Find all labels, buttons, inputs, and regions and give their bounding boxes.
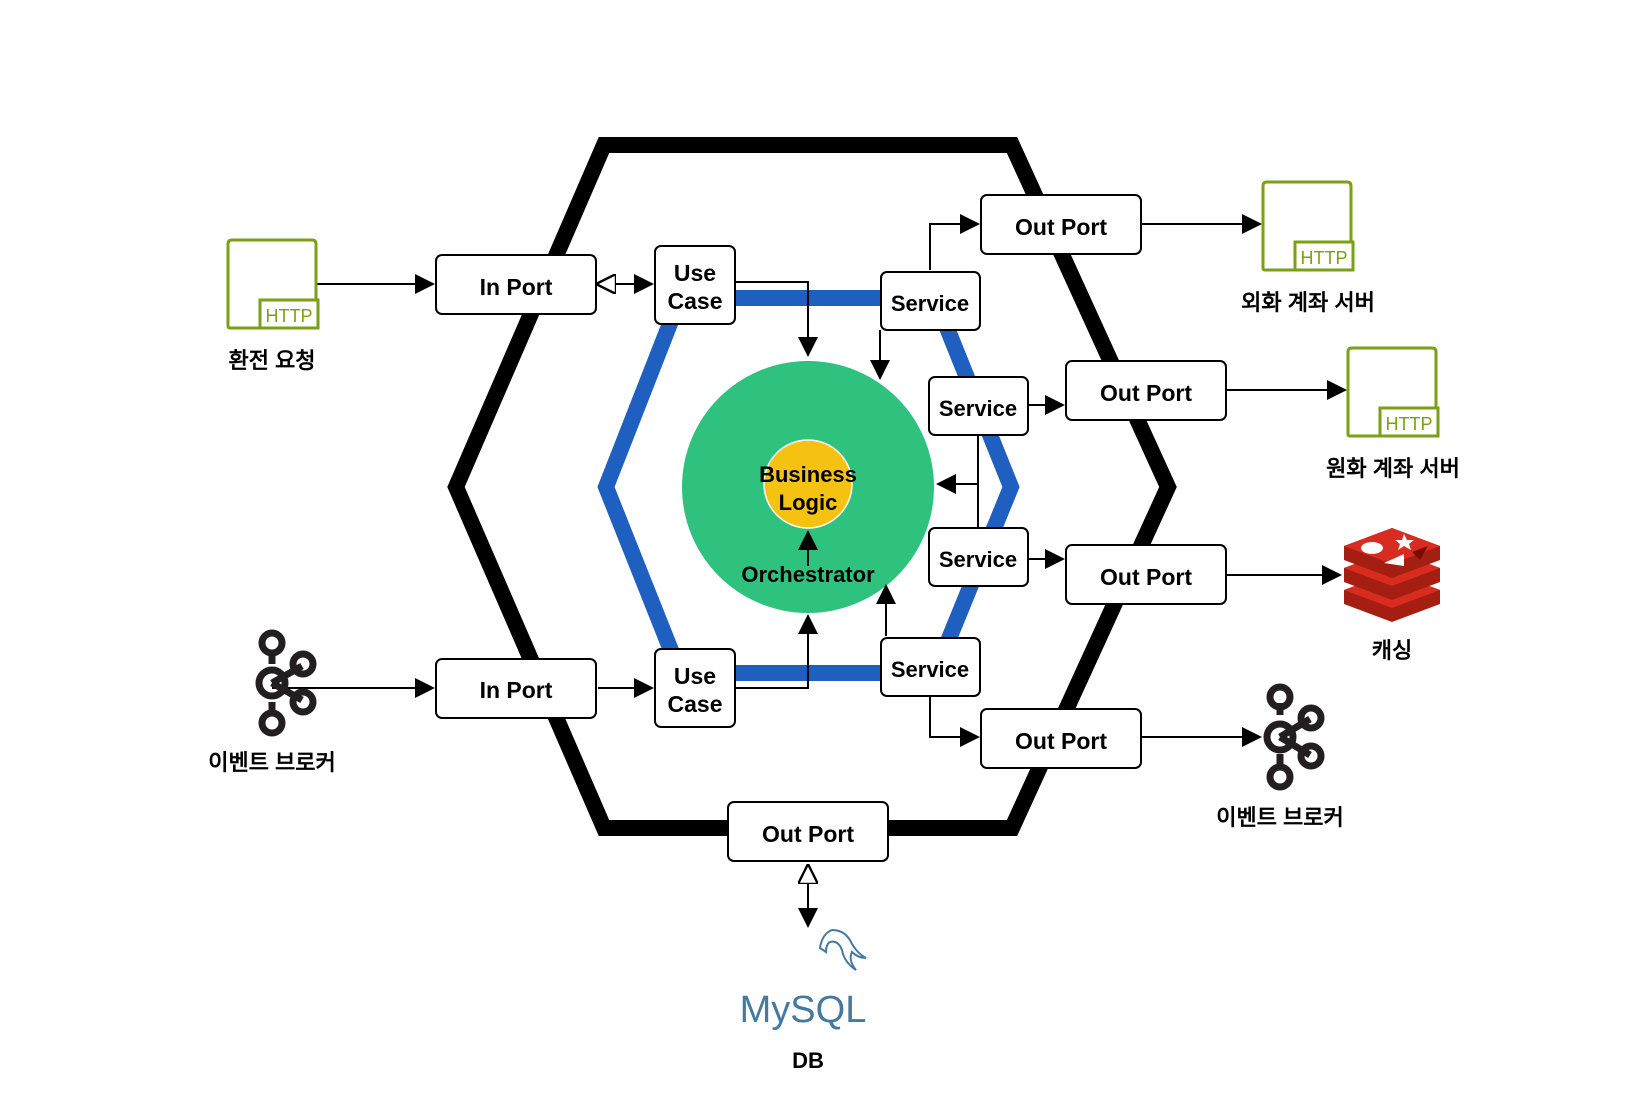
kafka-icon xyxy=(1263,683,1325,791)
outer-hexagon xyxy=(447,137,1177,836)
out-port-db-label: Out Port xyxy=(762,821,854,847)
redis-icon xyxy=(1344,528,1440,622)
orchestrator-label: Orchestrator xyxy=(741,562,875,587)
out-port-3: Out Port xyxy=(1065,544,1227,605)
service-1-label: Service xyxy=(891,291,969,316)
kafka-icon xyxy=(255,629,317,737)
use-case-2-label-2: Case xyxy=(668,691,723,717)
use-case-1-label-2: Case xyxy=(668,288,723,314)
http-icon: HTTP xyxy=(1261,180,1355,272)
business-logic-circle xyxy=(763,439,853,529)
out-port-4-label: Out Port xyxy=(1015,728,1107,754)
caching-label: 캐싱 xyxy=(1372,638,1412,663)
foreign-account-server-label: 외화 계좌 서버 xyxy=(1241,290,1375,315)
in-port-1: In Port xyxy=(435,254,597,315)
event-broker-in-label: 이벤트 브로커 xyxy=(208,750,336,775)
use-case-1-label-1: Use xyxy=(674,260,716,286)
service-3-label: Service xyxy=(939,547,1017,572)
db-label: DB xyxy=(792,1048,824,1073)
in-port-1-label: In Port xyxy=(480,274,553,300)
use-case-2: Use Case xyxy=(654,648,736,728)
use-case-1: Use Case xyxy=(654,245,736,325)
service-3: Service xyxy=(928,527,1029,587)
use-case-2-label-1: Use xyxy=(674,663,716,689)
in-port-2-label: In Port xyxy=(480,677,553,703)
out-port-2: Out Port xyxy=(1065,360,1227,421)
http-icon-label: HTTP xyxy=(266,306,313,326)
mysql-icon-label: MySQL xyxy=(740,989,867,1031)
service-4: Service xyxy=(880,637,981,697)
out-port-3-label: Out Port xyxy=(1100,564,1192,590)
out-port-1-label: Out Port xyxy=(1015,214,1107,240)
out-port-1: Out Port xyxy=(980,194,1142,255)
service-2: Service xyxy=(928,376,1029,436)
http-icon-label: HTTP xyxy=(1301,248,1348,268)
http-icon-label: HTTP xyxy=(1386,414,1433,434)
http-icon: HTTP xyxy=(226,238,320,330)
won-account-server-label: 원화 계좌 서버 xyxy=(1326,456,1460,481)
in-port-2: In Port xyxy=(435,658,597,719)
http-icon: HTTP xyxy=(1346,346,1440,438)
service-2-label: Service xyxy=(939,396,1017,421)
business-logic-label-2: Logic xyxy=(779,490,838,515)
exchange-request-label: 환전 요청 xyxy=(228,348,315,373)
out-port-4: Out Port xyxy=(980,708,1142,769)
event-broker-out-label: 이벤트 브로커 xyxy=(1216,805,1344,830)
mysql-icon: MySQL xyxy=(740,928,867,1031)
service-1: Service xyxy=(880,271,981,331)
out-port-2-label: Out Port xyxy=(1100,380,1192,406)
business-logic-label-1: Business xyxy=(759,462,857,487)
out-port-db: Out Port xyxy=(727,801,889,862)
service-4-label: Service xyxy=(891,657,969,682)
